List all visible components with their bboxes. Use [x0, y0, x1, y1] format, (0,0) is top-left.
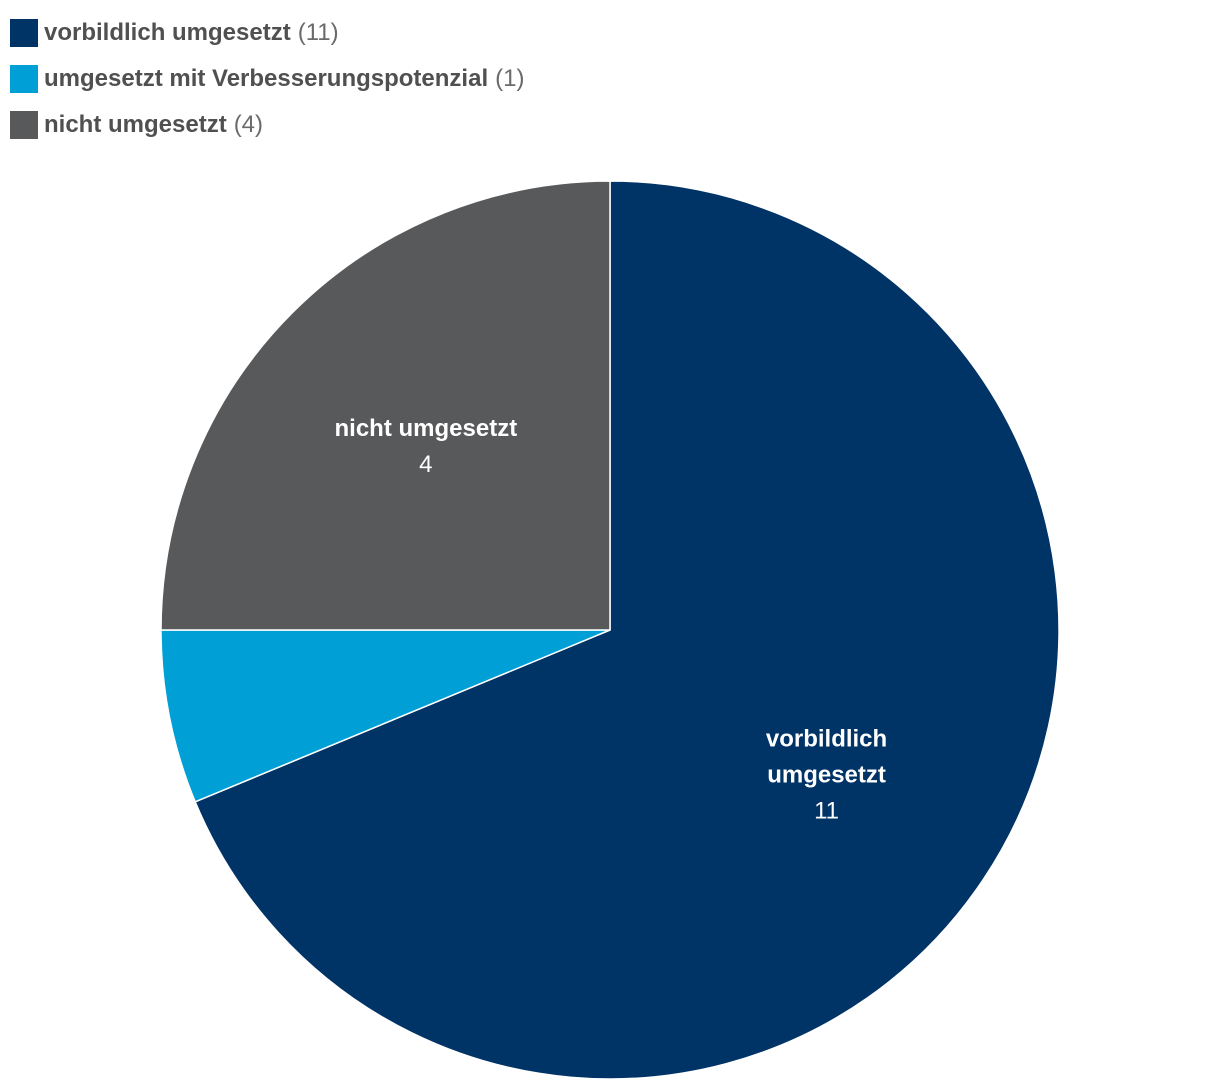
legend-count: (11): [297, 19, 339, 46]
legend-item-vorbildlich[interactable]: vorbildlich umgesetzt (11): [10, 10, 524, 56]
pie-slice-0[interactable]: [194, 180, 1060, 1080]
legend-swatch: [10, 111, 38, 139]
legend-swatch: [10, 19, 38, 47]
pie-slice-2[interactable]: [160, 180, 611, 631]
chart-legend: vorbildlich umgesetzt (11) umgesetzt mit…: [10, 10, 524, 148]
slice-name-label: nicht umgesetzt: [335, 415, 518, 442]
slice-value-label: 4: [419, 451, 432, 478]
pie-slice-1[interactable]: [160, 629, 611, 803]
slice-label-0: vorbildlich umgesetzt 11: [766, 726, 887, 825]
slice-value-label: 11: [814, 798, 839, 825]
legend-item-nicht-umgesetzt[interactable]: nicht umgesetzt (4): [10, 102, 524, 148]
legend-item-verbesserungspotenzial[interactable]: umgesetzt mit Verbesserungspotenzial (1): [10, 56, 524, 102]
legend-swatch: [10, 65, 38, 93]
legend-label: nicht umgesetzt: [44, 111, 227, 138]
legend-count: (4): [233, 111, 264, 138]
legend-label: vorbildlich umgesetzt: [44, 19, 291, 46]
slice-name-label: umgesetzt: [767, 762, 886, 789]
legend-count: (1): [495, 65, 525, 92]
slice-label-2: nicht umgesetzt 4: [335, 415, 518, 478]
legend-label: umgesetzt mit Verbesserungspotenzial: [44, 65, 489, 92]
slice-name-label: vorbildlich: [766, 726, 887, 753]
